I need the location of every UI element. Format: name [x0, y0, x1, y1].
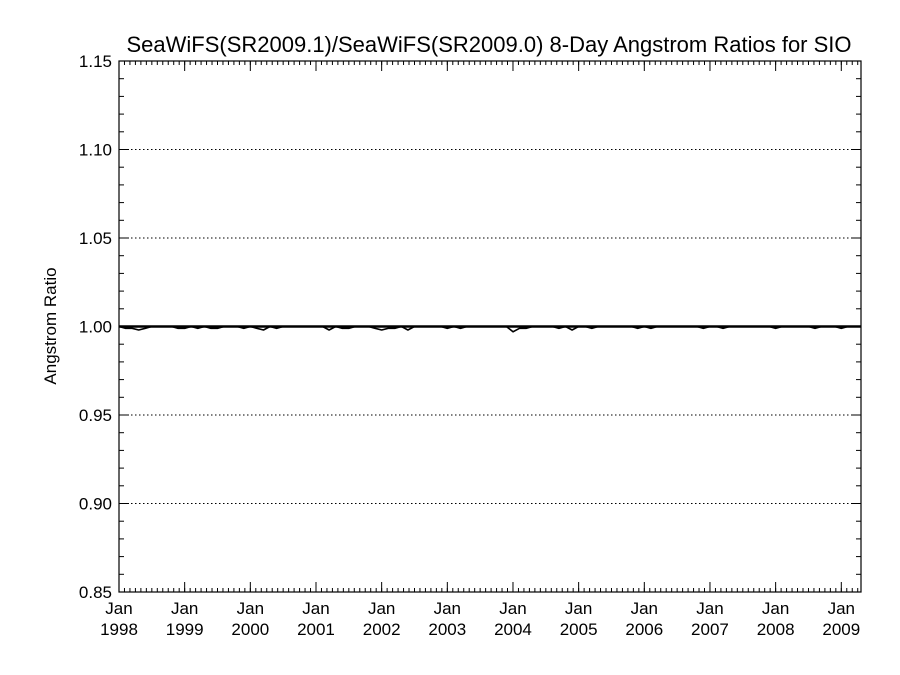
y-tick-label: 0.85: [79, 583, 112, 602]
y-tick-label: 0.90: [79, 495, 112, 514]
tick-labels: 0.85 0.90 0.95 1.00 1.05 1.10 1.15 Jan 1998 Jan 19…: [79, 52, 860, 639]
x-tick-label-year: 1998: [100, 620, 138, 639]
y-tick-label: 0.95: [79, 406, 112, 425]
x-tick-label-month: Jan: [302, 599, 329, 618]
plot-area-frame: [118, 60, 862, 593]
series-layer: [118, 325, 861, 333]
x-tick-label-year: 2008: [757, 620, 795, 639]
x-tick-label-month: Jan: [368, 599, 395, 618]
x-tick-label-year: 2002: [363, 620, 401, 639]
x-tick-label-month: Jan: [499, 599, 526, 618]
x-tick-label-month: Jan: [631, 599, 658, 618]
x-tick-label-month: Jan: [434, 599, 461, 618]
y-tick-label: 1.15: [79, 52, 112, 71]
x-tick-label-year: 2003: [428, 620, 466, 639]
x-tick-label-year: 2005: [560, 620, 598, 639]
y-tick-label: 1.00: [79, 318, 112, 337]
y-tick-label: 1.10: [79, 141, 112, 160]
x-tick-label-year: 2006: [625, 620, 663, 639]
x-tick-label-year: 1999: [166, 620, 204, 639]
x-tick-label-year: 2001: [297, 620, 335, 639]
series-line: [118, 325, 861, 333]
x-tick-label-month: Jan: [828, 599, 855, 618]
x-tick-label-month: Jan: [565, 599, 592, 618]
x-tick-label-month: Jan: [762, 599, 789, 618]
x-tick-label-month: Jan: [105, 599, 132, 618]
x-tick-label-year: 2009: [822, 620, 860, 639]
x-tick-label-year: 2007: [691, 620, 729, 639]
x-tick-label-year: 2000: [231, 620, 269, 639]
x-tick-label-month: Jan: [171, 599, 198, 618]
x-tick-label-month: Jan: [237, 599, 264, 618]
x-tick-label-year: 2004: [494, 620, 532, 639]
y-axis-label: Angstrom Ratio: [41, 267, 60, 384]
x-tick-label-month: Jan: [696, 599, 723, 618]
chart-title: SeaWiFS(SR2009.1)/SeaWiFS(SR2009.0) 8-Da…: [126, 32, 851, 57]
y-tick-label: 1.05: [79, 229, 112, 248]
